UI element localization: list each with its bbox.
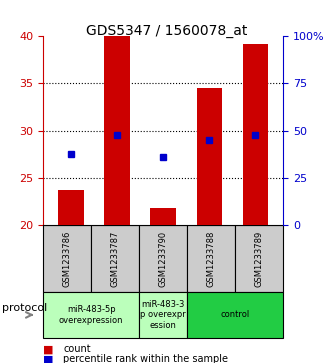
Bar [243, 44, 268, 225]
Text: miR-483-5p
overexpression: miR-483-5p overexpression [59, 305, 124, 325]
Text: protocol: protocol [2, 303, 47, 313]
Bar [91, 225, 139, 292]
Bar [196, 88, 222, 225]
Text: ■: ■ [43, 354, 54, 363]
Text: GSM1233786: GSM1233786 [63, 231, 72, 287]
Bar [139, 225, 187, 292]
Text: miR-483-3
p overexpr
ession: miR-483-3 p overexpr ession [140, 300, 186, 330]
Bar [58, 190, 84, 225]
Text: ■: ■ [43, 344, 54, 354]
Bar [43, 292, 139, 338]
Bar [187, 225, 235, 292]
Text: control: control [220, 310, 250, 319]
Bar [151, 208, 176, 225]
Text: GSM1233788: GSM1233788 [206, 231, 216, 287]
Bar [235, 225, 283, 292]
Bar [43, 225, 91, 292]
Text: GSM1233789: GSM1233789 [254, 231, 264, 287]
Text: percentile rank within the sample: percentile rank within the sample [63, 354, 228, 363]
Bar [104, 36, 130, 225]
Text: GSM1233787: GSM1233787 [111, 231, 120, 287]
Text: GSM1233790: GSM1233790 [159, 231, 168, 287]
Text: GDS5347 / 1560078_at: GDS5347 / 1560078_at [86, 24, 247, 38]
Text: count: count [63, 344, 91, 354]
Bar [139, 292, 187, 338]
Bar [187, 292, 283, 338]
